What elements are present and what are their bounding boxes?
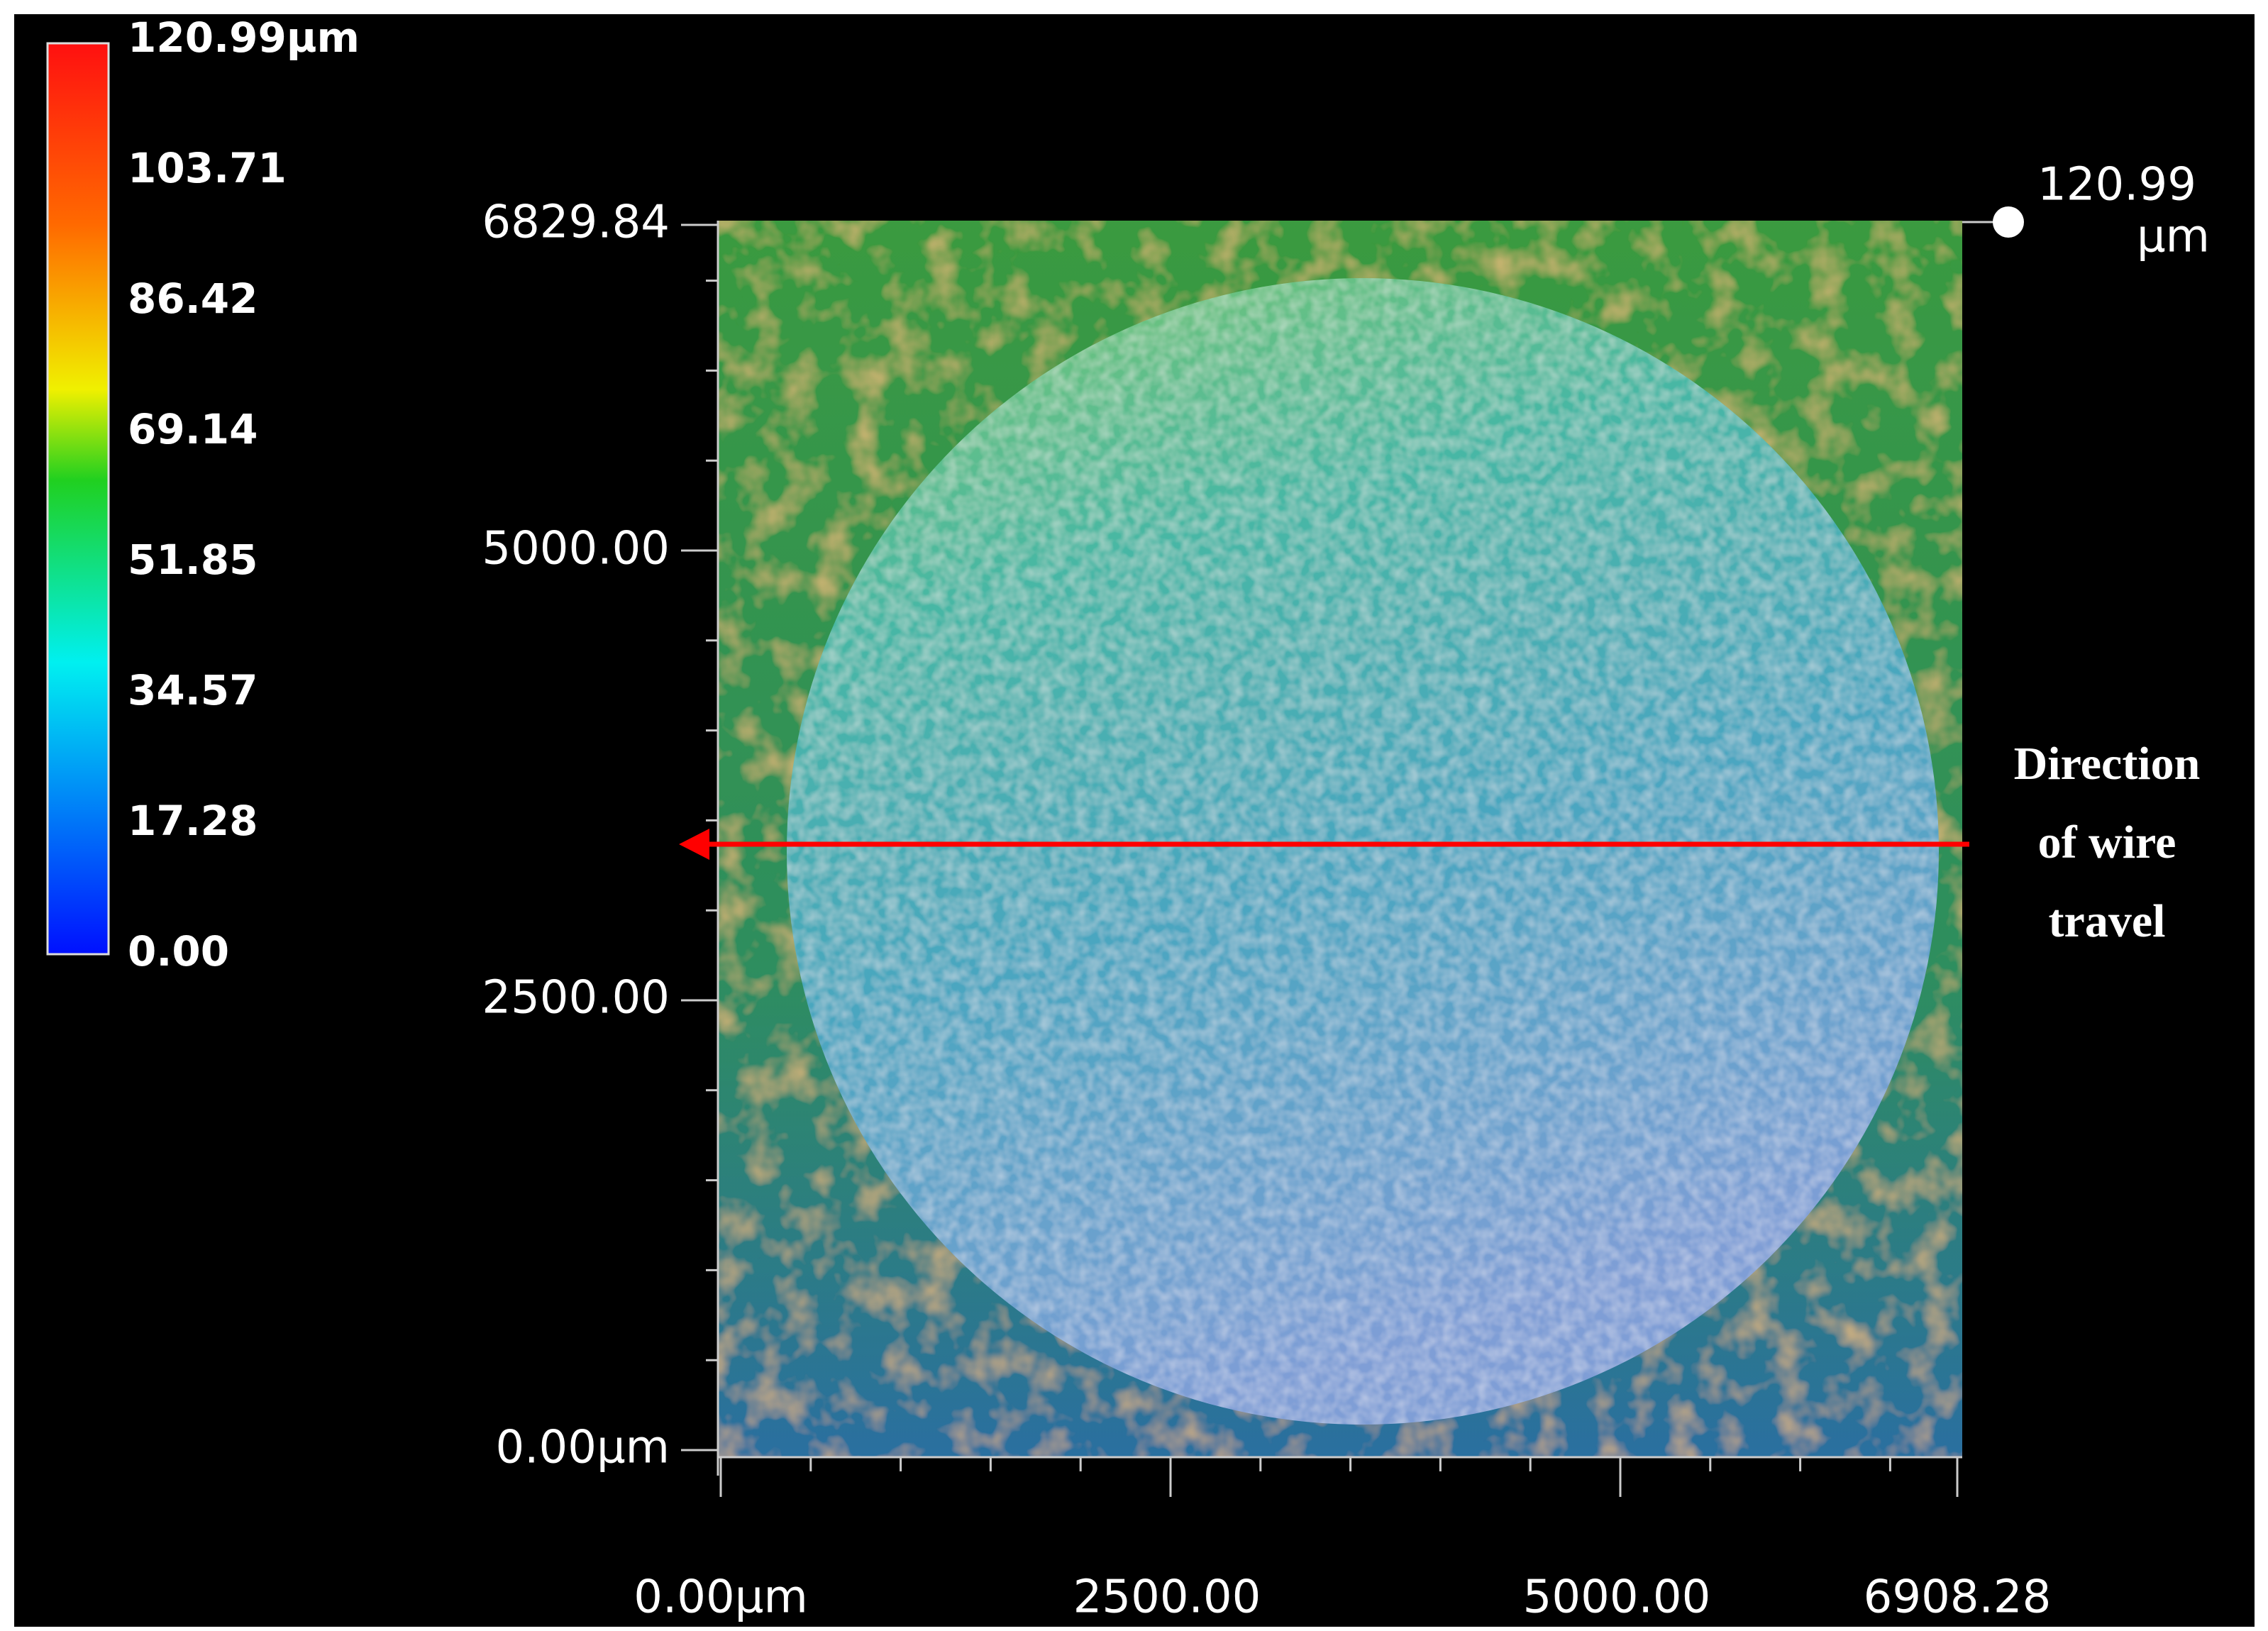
y-tick-label: 5000.00 — [482, 523, 670, 575]
colorbar — [46, 42, 110, 956]
x-tick-label: 2500.00 — [1073, 1571, 1261, 1624]
sample-disc — [787, 278, 1939, 1425]
y-tick-label: 2500.00 — [482, 972, 670, 1024]
colorbar-label: 34.57 — [128, 666, 258, 714]
annotation-line: of wire — [2038, 817, 2176, 868]
max-unit: µm — [2137, 211, 2210, 263]
annotation-line: Direction — [2014, 738, 2201, 790]
colorbar-label: 51.85 — [128, 536, 258, 584]
y-tick-label: 0.00µm — [495, 1422, 670, 1474]
colorbar-label: 120.99µm — [128, 13, 360, 62]
annotation-line: travel — [2049, 895, 2166, 947]
colorbar-label: 0.00 — [128, 927, 229, 975]
colorbar-label: 69.14 — [128, 405, 258, 453]
max-value: 120.99 — [2037, 159, 2196, 211]
max-marker — [1993, 206, 2024, 238]
colorbar-label: 103.71 — [128, 144, 287, 192]
colorbar-label: 86.42 — [128, 275, 258, 323]
y-tick-label: 6829.84 — [482, 197, 670, 249]
x-tick-label: 6908.28 — [1864, 1571, 2052, 1624]
colorbar-label: 17.28 — [128, 797, 258, 845]
x-tick-label: 5000.00 — [1523, 1571, 1711, 1624]
arrow-head — [679, 829, 709, 860]
x-tick-label: 0.00µm — [634, 1571, 808, 1624]
